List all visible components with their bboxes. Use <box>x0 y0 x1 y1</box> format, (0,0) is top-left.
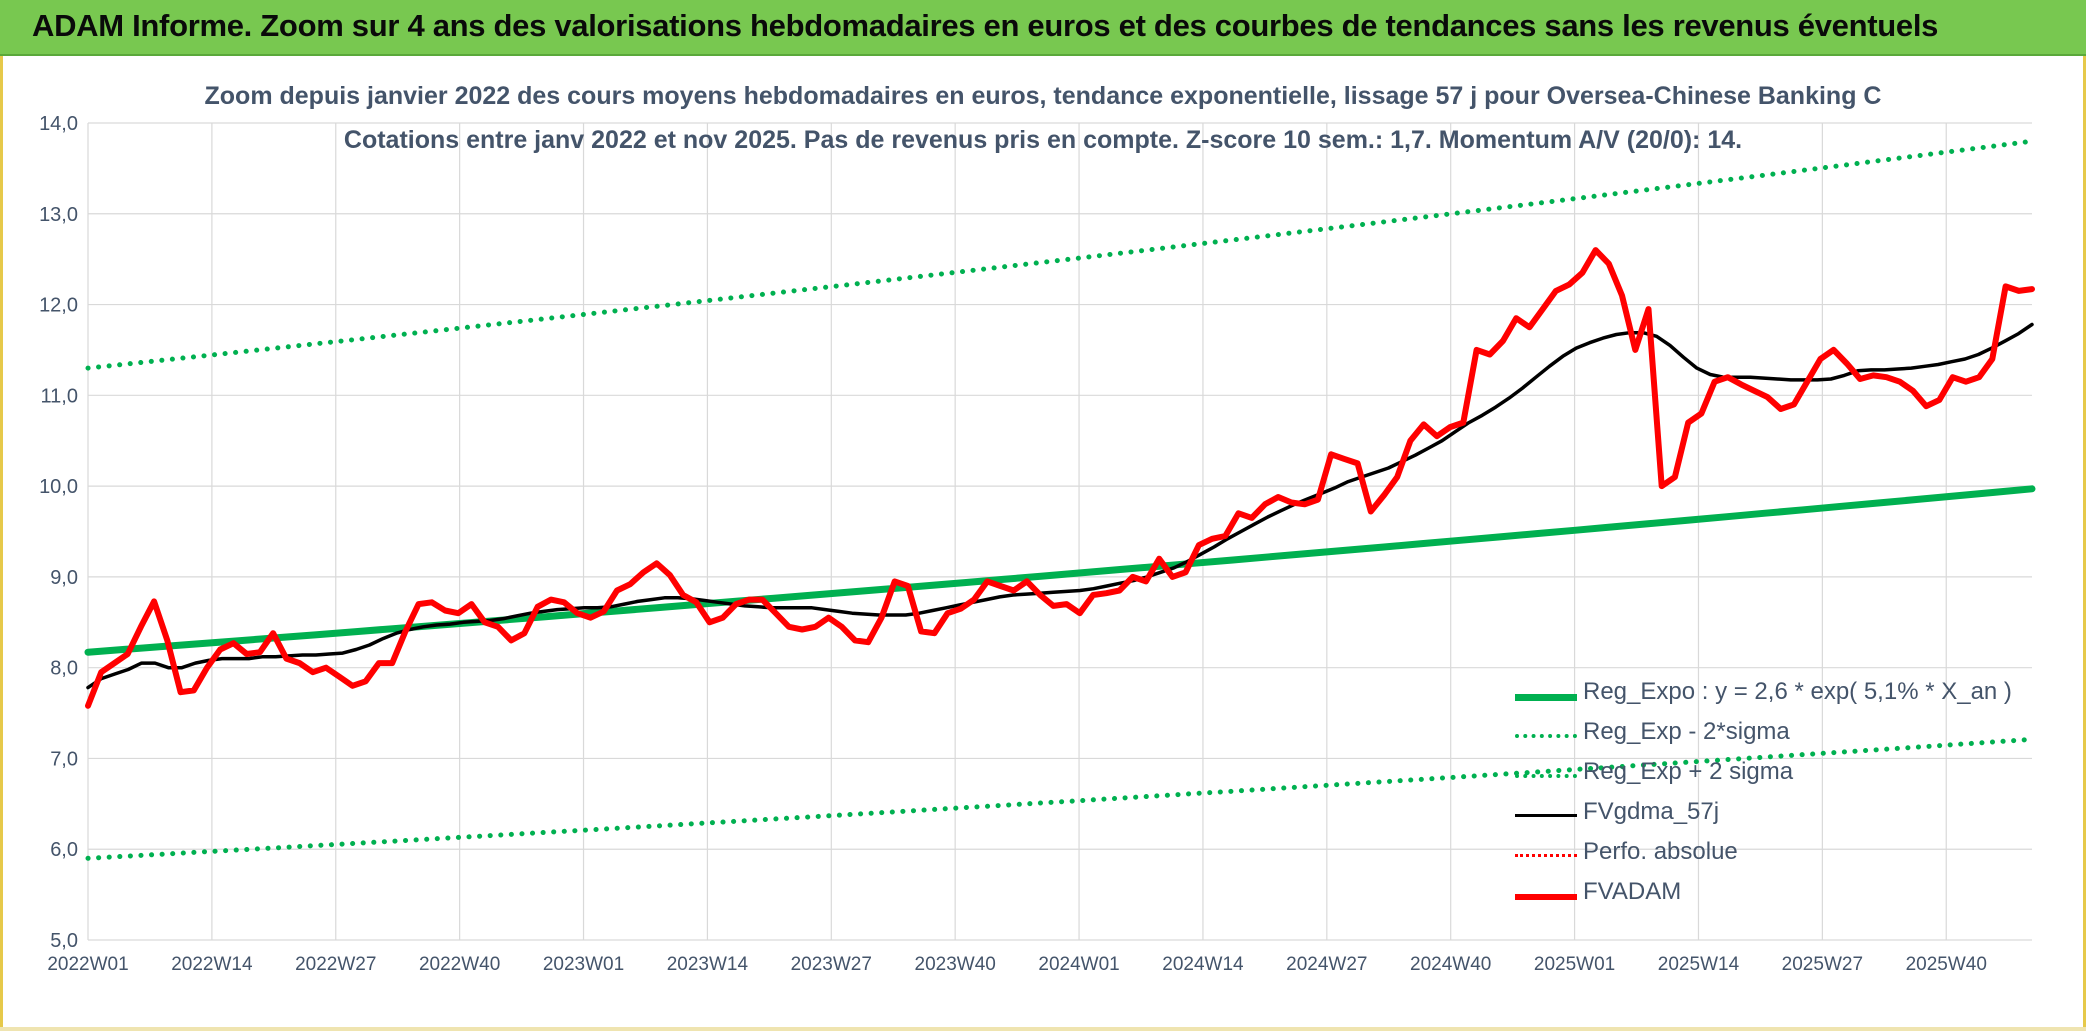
x-tick-label: 2023W27 <box>791 954 872 975</box>
legend-swatch <box>1515 774 1577 778</box>
chart-area <box>14 58 2072 1023</box>
series-reg-expo-y-2-6-exp-5-1-x-an <box>84 485 2036 656</box>
chart-title-line2: Cotations entre janv 2022 et nov 2025. P… <box>343 126 1743 154</box>
y-tick-label: 8,0 <box>50 658 78 680</box>
legend-label: Reg_Exp - 2*sigma <box>1583 718 1790 745</box>
y-tick-label: 9,0 <box>50 567 78 589</box>
x-tick-label: 2024W27 <box>1286 954 1367 975</box>
legend-swatch <box>1515 694 1577 701</box>
series-reg-exp-2-sigma <box>85 138 2035 371</box>
chart-legend: Reg_Expo : y = 2,6 * exp( 5,1% * X_an ) R… <box>1515 674 2035 914</box>
legend-item-fvgdma-57j: FVgdma_57j <box>1515 794 2035 834</box>
legend-swatch <box>1515 894 1577 900</box>
report-banner: ADAM Informe. Zoom sur 4 ans des valoris… <box>0 0 2086 56</box>
y-axis: 5,0 6,0 7,0 8,0 9,0 10,0 11,0 12,0 13,0 14,0 <box>39 113 78 952</box>
legend-item-reg-exp-2-sigma: Reg_Exp + 2 sigma <box>1515 754 2035 794</box>
legend-label: Perfo. absolue <box>1583 838 1738 865</box>
x-tick-label: 2022W27 <box>295 954 376 975</box>
x-tick-label: 2022W14 <box>171 954 253 975</box>
x-tick-label: 2022W40 <box>419 954 500 975</box>
y-tick-label: 7,0 <box>50 748 78 770</box>
chart-series <box>84 138 2036 861</box>
x-tick-label: 2025W01 <box>1534 954 1615 975</box>
legend-label: Reg_Exp + 2 sigma <box>1583 758 1794 785</box>
x-tick-label: 2024W40 <box>1410 954 1491 975</box>
x-tick-label: 2024W01 <box>1038 954 1119 975</box>
chart-title-line1: Zoom depuis janvier 2022 des cours moyen… <box>204 82 1882 110</box>
x-tick-label: 2023W01 <box>543 954 624 975</box>
x-tick-label: 2022W01 <box>47 954 128 975</box>
frame-left <box>0 56 3 1031</box>
legend-label: Reg_Expo : y = 2,6 * exp( 5,1% * X_an ) <box>1583 678 2012 705</box>
series-fvadam <box>85 247 2035 709</box>
legend-item-reg-exp-2-sigma: Reg_Exp - 2*sigma <box>1515 714 2035 754</box>
legend-item-fvadam: FVADAM <box>1515 874 2035 914</box>
chart-grid <box>87 122 2032 941</box>
x-tick-label: 2023W14 <box>667 954 749 975</box>
y-tick-label: 5,0 <box>50 930 78 952</box>
legend-label: FVADAM <box>1583 878 1682 905</box>
frame-bottom <box>0 1027 2086 1031</box>
legend-swatch <box>1515 854 1577 857</box>
x-tick-label: 2023W40 <box>915 954 996 975</box>
y-tick-label: 14,0 <box>39 113 78 135</box>
y-tick-label: 11,0 <box>41 385 78 407</box>
x-axis: 2022W01 2022W14 2022W27 2022W40 2023W01 2023W… <box>47 954 1987 975</box>
series-fvgdma-57j <box>86 322 2034 690</box>
report-title: ADAM Informe. Zoom sur 4 ans des valoris… <box>32 8 1939 43</box>
y-tick-label: 6,0 <box>50 839 78 861</box>
y-tick-label: 10,0 <box>39 476 78 498</box>
y-tick-label: 13,0 <box>39 204 78 226</box>
frame-right <box>2083 56 2086 1031</box>
x-tick-label: 2025W40 <box>1906 954 1987 975</box>
x-tick-label: 2025W27 <box>1782 954 1863 975</box>
legend-label: FVgdma_57j <box>1583 798 1720 825</box>
legend-swatch <box>1515 814 1577 817</box>
legend-item-perfo-absolue: Perfo. absolue <box>1515 834 2035 874</box>
x-tick-label: 2024W14 <box>1162 954 1244 975</box>
legend-item-reg-expo-y-2-6-exp-5-1-x-an: Reg_Expo : y = 2,6 * exp( 5,1% * X_an ) <box>1515 674 2035 714</box>
x-tick-label: 2025W14 <box>1658 954 1740 975</box>
y-tick-label: 12,0 <box>39 295 78 317</box>
legend-swatch <box>1515 734 1577 738</box>
series-reg-exp-2-sigma <box>85 736 2035 861</box>
